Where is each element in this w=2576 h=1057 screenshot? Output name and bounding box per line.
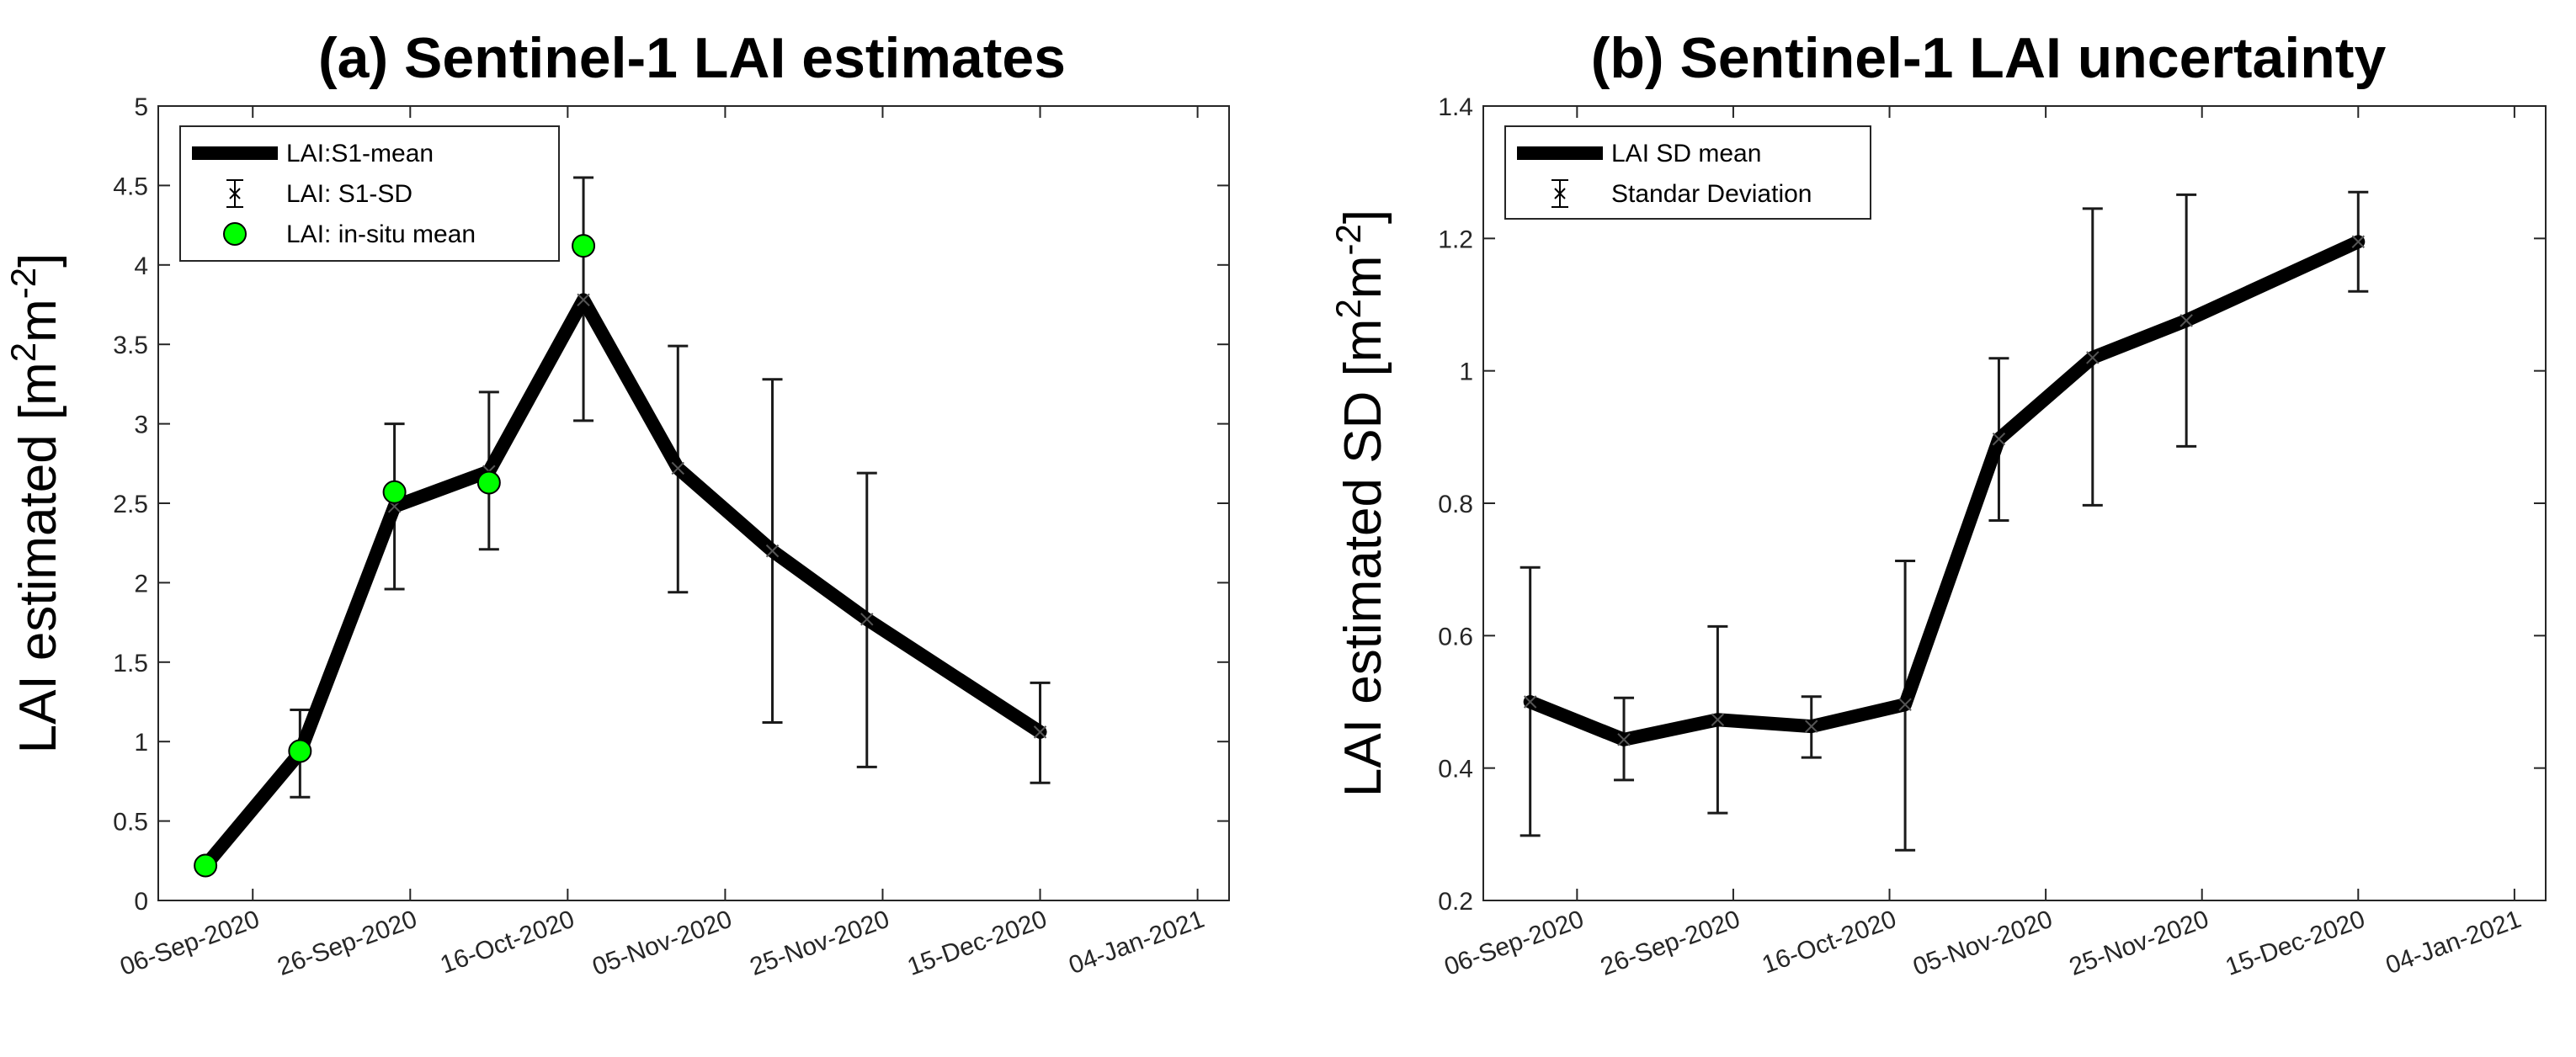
chart-a-ytick-label: 2 <box>134 570 148 598</box>
chart-b-plot-area <box>1482 105 2547 901</box>
chart-a-mean-line <box>199 293 1047 873</box>
chart-a-ylabel-text: LAI estimated [m2m-2] <box>3 253 67 754</box>
chart-a-ytick-label: 4 <box>134 252 148 280</box>
chart-a-legend: LAI:S1-mean LAI: S1-SD LAI: in-situ mean <box>179 125 560 262</box>
chart-a-insitu-markers <box>194 234 596 878</box>
chart-a-legend-x-icon <box>229 188 241 199</box>
chart-b-ytick-label: 0.8 <box>1438 491 1473 518</box>
chart-b-ytick-label: 0.2 <box>1438 888 1473 916</box>
chart-a-errorbars <box>290 176 1051 799</box>
chart-b-mean-point-x2 <box>2179 314 2193 327</box>
chart-a-ylabel-part: m <box>9 299 67 343</box>
chart-b-mean-point <box>1523 695 1537 709</box>
chart-b-mean-point-x2 <box>1805 720 1818 733</box>
chart-a-ytick-label: 1.5 <box>113 650 148 677</box>
chart-a-legend-label: LAI:S1-mean <box>286 140 434 167</box>
chart-b-mean-point <box>1805 720 1818 733</box>
chart-a-legend-entry: LAI:S1-mean <box>192 140 434 167</box>
chart-a-ytick-label: 5 <box>134 93 148 121</box>
chart-a-legend-marker-icon <box>223 222 247 246</box>
chart-b-ylabel-part: ] <box>1334 210 1392 224</box>
chart-a-ytick-label: 4.5 <box>113 173 148 200</box>
chart-b-ylabel-part: 2 <box>1328 299 1368 318</box>
chart-a-mean-point <box>765 544 780 558</box>
chart-b-mean-point <box>1617 733 1631 746</box>
chart-b-mean-point <box>2351 235 2366 248</box>
chart-a-ytick-label: 3.5 <box>113 332 148 359</box>
chart-a-legend-label: LAI: S1-SD <box>286 180 412 208</box>
chart-b: (b) Sentinel-1 LAI uncertainty LAI estim… <box>1328 26 2547 981</box>
chart-a: (a) Sentinel-1 LAI estimates LAI estimat… <box>3 26 1230 981</box>
chart-b-legend-x-icon <box>1554 188 1566 199</box>
chart-b-legend-entry: LAI SD mean <box>1517 140 1761 167</box>
chart-a-ylabel-part: 2 <box>3 343 43 362</box>
chart-b-mean-point-x2 <box>1523 695 1537 709</box>
chart-b-ytick-label: 0.4 <box>1438 756 1473 783</box>
chart-a-ylabel-part: LAI estimated [m <box>9 362 67 753</box>
chart-a-insitu-marker <box>194 853 218 878</box>
chart-b-legend-box <box>1504 125 1871 220</box>
chart-a-insitu-marker <box>476 470 501 495</box>
chart-a-mean-point-x2 <box>765 544 780 558</box>
chart-a-ytick-label: 3 <box>134 412 148 439</box>
chart-a-mean-point <box>577 293 590 307</box>
chart-a-ylabel: LAI estimated [m2m-2] <box>3 253 67 754</box>
chart-a-mean-point-x2 <box>671 461 685 475</box>
chart-a-ytick-label: 0.5 <box>113 809 148 837</box>
chart-a-legend-entry: LAI: S1-SD <box>226 179 412 208</box>
chart-b-ytick-label: 0.6 <box>1438 623 1473 651</box>
chart-a-legend-entry: LAI: in-situ mean <box>223 220 476 248</box>
chart-a-insitu-marker <box>572 234 596 258</box>
chart-a-legend-label: LAI: in-situ mean <box>286 220 476 248</box>
chart-a-mean-point <box>860 613 874 626</box>
chart-a-mean-point <box>1033 725 1047 739</box>
chart-b-ytick-label: 1.2 <box>1438 226 1473 253</box>
chart-b-mean-point-x2 <box>2351 235 2366 248</box>
chart-a-mean-point-x2 <box>1033 725 1047 739</box>
chart-a-insitu-marker <box>382 480 407 504</box>
chart-b-mean-point <box>1992 432 2006 446</box>
chart-b-ylabel-part: m <box>1334 256 1392 300</box>
chart-a-insitu-marker <box>288 739 312 763</box>
chart-b-mean-point <box>2086 351 2100 364</box>
chart-a-mean-point <box>671 461 685 475</box>
chart-b-mean-point <box>2179 314 2193 327</box>
chart-b-ylabel-part: LAI estimated SD [m <box>1334 319 1392 798</box>
chart-b-mean-point-x2 <box>1992 432 2006 446</box>
chart-b-legend-label: Standar Deviation <box>1611 180 1812 208</box>
chart-b-mean-point-x2 <box>1617 733 1631 746</box>
chart-b-ylabel-text: LAI estimated SD [m2m-2] <box>1328 210 1392 797</box>
chart-b-legend-label: LAI SD mean <box>1611 140 1761 167</box>
chart-a-ylabel-part: -2 <box>3 268 43 299</box>
chart-b-mean-point <box>1711 713 1725 726</box>
chart-b-legend-entry: Standar Deviation <box>1551 179 1812 208</box>
chart-b-mean-point-x2 <box>1898 698 1912 711</box>
chart-a-ytick-label: 0 <box>134 888 148 916</box>
chart-b-mean-point-x2 <box>1711 713 1725 726</box>
chart-b-mean-point <box>1898 698 1912 711</box>
chart-b-title: (b) Sentinel-1 LAI uncertainty <box>1591 26 2387 90</box>
chart-a-ytick-label: 1 <box>134 729 148 757</box>
chart-a-title: (a) Sentinel-1 LAI estimates <box>318 26 1066 90</box>
chart-a-ytick-label: 2.5 <box>113 491 148 518</box>
chart-a-mean-point-x2 <box>860 613 874 626</box>
chart-b-legend: LAI SD mean Standar Deviation <box>1504 125 1871 220</box>
chart-b-ytick-label: 1 <box>1459 359 1473 386</box>
chart-a-mean-point-x2 <box>577 293 590 307</box>
chart-b-ylabel: LAI estimated SD [m2m-2] <box>1328 210 1392 797</box>
chart-b-mean-line <box>1523 235 2366 746</box>
chart-b-ytick-label: 1.4 <box>1438 93 1473 121</box>
chart-b-mean-point-x2 <box>2086 351 2100 364</box>
chart-b-ylabel-part: -2 <box>1328 224 1368 255</box>
chart-a-ylabel-part: ] <box>9 253 67 268</box>
